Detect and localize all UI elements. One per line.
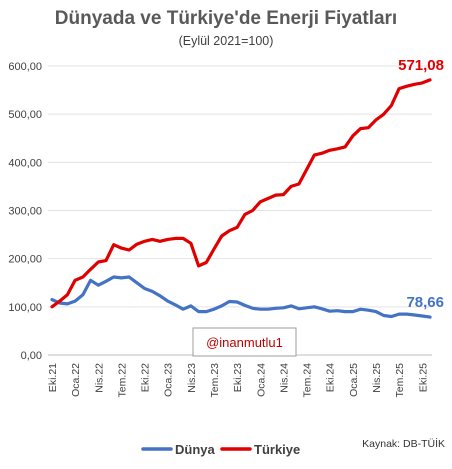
watermark-box: @inanmutlu1 (192, 327, 297, 357)
watermark-frame (192, 327, 297, 357)
legend-label: Dünya (175, 442, 216, 457)
x-tick-label: Eki.25 (417, 363, 429, 392)
x-tick-label: Tem.24 (302, 363, 314, 398)
x-tick-label: Tem.23 (209, 363, 221, 398)
x-tick-label: Oca.25 (348, 363, 360, 397)
y-tick-label: 200,00 (8, 254, 42, 266)
y-tick-label: 500,00 (8, 109, 42, 121)
chart-subtitle: (Eylül 2021=100) (179, 34, 274, 48)
legend: Dünya Türkiye (141, 442, 300, 457)
end-value-label: 78,66 (406, 294, 444, 311)
x-tick-label: Eki.21 (47, 363, 59, 392)
x-tick-label: Nis.24 (278, 363, 290, 393)
y-tick-label: 400,00 (8, 157, 42, 169)
y-tick-label: 600,00 (8, 61, 42, 73)
x-tick-label: Nis.22 (93, 363, 105, 393)
x-tick-label: Oca.22 (70, 363, 82, 397)
y-axis-ticks: 0,00 100,00 200,00 300,00 400,00 500,00 600,00 (8, 61, 42, 362)
x-tick-label: Eki.22 (140, 363, 152, 392)
x-tick-label: Oca.23 (163, 363, 175, 397)
x-axis-ticks: Eki.21 Oca.22 Nis.22 Tem.22 Eki.22 Oca.23 Nis.… (47, 363, 429, 398)
legend-label: Türkiye (254, 442, 300, 457)
series-line-dünya (50, 275, 432, 319)
watermark-text: @inanmutlu1 (206, 335, 283, 350)
series-end-labels: 78,66 571,08 (398, 57, 444, 311)
x-tick-label: Oca.24 (255, 363, 267, 397)
x-tick-label: Eki.24 (325, 363, 337, 392)
x-tick-label: Eki.23 (232, 363, 244, 392)
source-note: Kaynak: DB-TÜİK (362, 437, 445, 450)
x-tick-label: Nis.25 (371, 363, 383, 393)
chart-title: Dünyada ve Türkiye'de Enerji Fiyatları (55, 8, 397, 29)
end-value-label: 571,08 (398, 57, 444, 74)
series-line-türkiye (50, 78, 432, 309)
y-tick-label: 100,00 (8, 302, 42, 314)
series-lines (50, 78, 432, 319)
x-tick-label: Tem.25 (394, 363, 406, 398)
y-tick-label: 300,00 (8, 206, 42, 218)
x-tick-label: Nis.23 (186, 363, 198, 393)
x-tick-label: Tem.22 (116, 363, 128, 398)
y-tick-label: 0,00 (21, 350, 42, 362)
gridlines (48, 65, 432, 356)
